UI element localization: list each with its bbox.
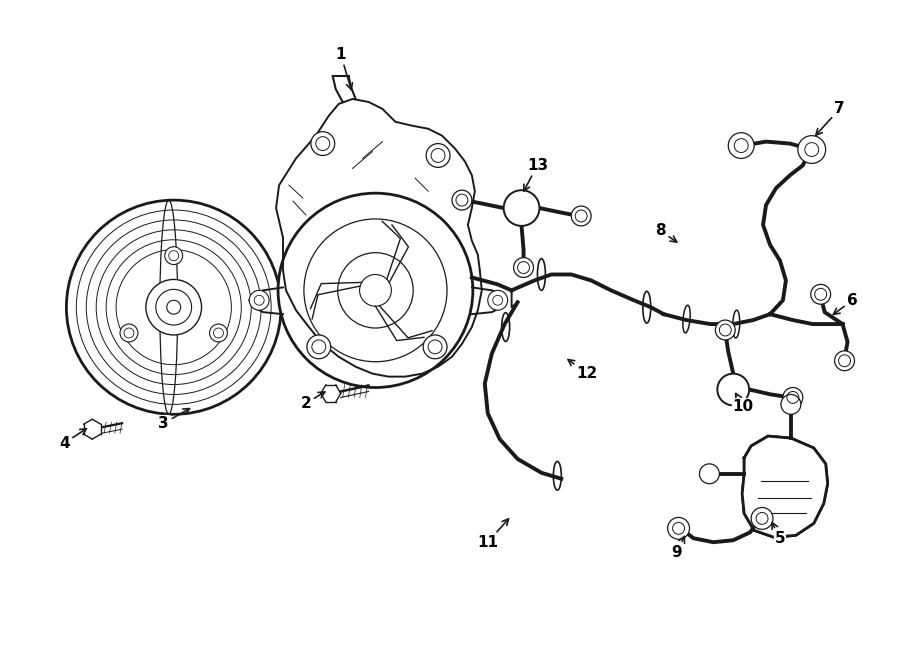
Text: 6: 6 [833, 293, 858, 314]
Circle shape [717, 373, 749, 405]
Circle shape [304, 219, 447, 361]
Circle shape [67, 200, 281, 414]
Circle shape [156, 289, 192, 325]
Circle shape [728, 132, 754, 158]
Text: 12: 12 [568, 359, 598, 381]
Text: 5: 5 [772, 522, 786, 545]
Circle shape [423, 335, 447, 359]
Text: 10: 10 [733, 393, 753, 414]
Circle shape [360, 275, 392, 307]
Circle shape [310, 132, 335, 156]
Circle shape [210, 324, 228, 342]
Polygon shape [742, 436, 828, 538]
Circle shape [811, 285, 831, 305]
Text: 2: 2 [301, 392, 325, 411]
Text: 8: 8 [655, 223, 677, 242]
Circle shape [504, 190, 539, 226]
Text: 4: 4 [59, 429, 86, 451]
Circle shape [452, 190, 472, 210]
Circle shape [488, 291, 508, 310]
Circle shape [426, 144, 450, 167]
Text: 11: 11 [477, 519, 508, 549]
Circle shape [120, 324, 138, 342]
Circle shape [699, 464, 719, 484]
Circle shape [797, 136, 825, 164]
Circle shape [249, 291, 269, 310]
Circle shape [146, 279, 202, 335]
Circle shape [572, 206, 591, 226]
Circle shape [783, 387, 803, 407]
Circle shape [716, 320, 735, 340]
Circle shape [338, 253, 413, 328]
Circle shape [781, 395, 801, 414]
Text: 1: 1 [336, 47, 353, 89]
Text: 9: 9 [671, 536, 685, 559]
Circle shape [834, 351, 854, 371]
Circle shape [514, 258, 534, 277]
Circle shape [165, 247, 183, 265]
Text: 13: 13 [524, 158, 548, 191]
Text: 3: 3 [158, 408, 190, 431]
Circle shape [278, 193, 473, 387]
Circle shape [668, 518, 689, 540]
Circle shape [752, 508, 773, 530]
Circle shape [307, 335, 330, 359]
Text: 7: 7 [816, 101, 845, 135]
